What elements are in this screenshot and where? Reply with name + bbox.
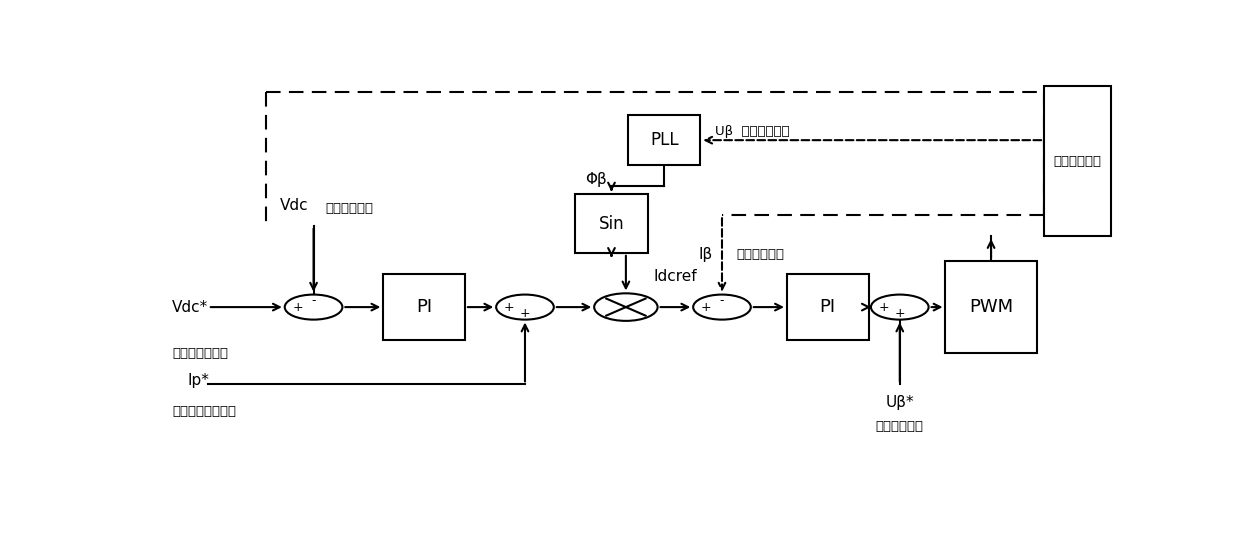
Circle shape <box>693 295 751 320</box>
Text: +: + <box>520 307 531 320</box>
Text: 系统电压前馈: 系统电压前馈 <box>875 420 924 433</box>
Text: PI: PI <box>415 298 433 316</box>
Text: Uβ*: Uβ* <box>885 395 914 410</box>
Bar <box>787 274 868 340</box>
Text: -: - <box>719 294 724 307</box>
Text: Idcref: Idcref <box>653 269 697 284</box>
Text: +: + <box>701 301 712 314</box>
Text: PLL: PLL <box>650 131 678 149</box>
Text: Uβ  系统电压采样: Uβ 系统电压采样 <box>714 125 790 138</box>
Text: +: + <box>293 301 303 314</box>
Bar <box>575 195 647 253</box>
Text: 整流侧逆变器: 整流侧逆变器 <box>1054 154 1101 167</box>
Text: 有功电流前馈给定: 有功电流前馈给定 <box>172 405 237 418</box>
Text: Vdc: Vdc <box>280 198 309 213</box>
Text: PWM: PWM <box>968 298 1013 316</box>
Text: PI: PI <box>820 298 836 316</box>
Bar <box>383 274 465 340</box>
Text: Φβ: Φβ <box>585 172 606 188</box>
Text: 直流电压采集: 直流电压采集 <box>325 202 373 215</box>
Text: Vdc*: Vdc* <box>172 300 208 314</box>
Circle shape <box>285 295 342 320</box>
Text: +: + <box>894 307 905 320</box>
Text: +: + <box>503 301 515 314</box>
Text: Iβ: Iβ <box>698 248 712 262</box>
Circle shape <box>870 295 929 320</box>
Bar <box>945 261 1037 353</box>
Circle shape <box>594 293 657 321</box>
Text: Sin: Sin <box>599 215 624 233</box>
Bar <box>629 115 701 165</box>
Text: 直流电压设定值: 直流电压设定值 <box>172 347 228 360</box>
Text: -: - <box>311 294 316 307</box>
Text: Ip*: Ip* <box>187 373 210 388</box>
Circle shape <box>496 295 554 320</box>
Bar <box>1044 86 1111 236</box>
Text: +: + <box>879 301 889 314</box>
Text: 交流电流反馈: 交流电流反馈 <box>737 248 785 261</box>
